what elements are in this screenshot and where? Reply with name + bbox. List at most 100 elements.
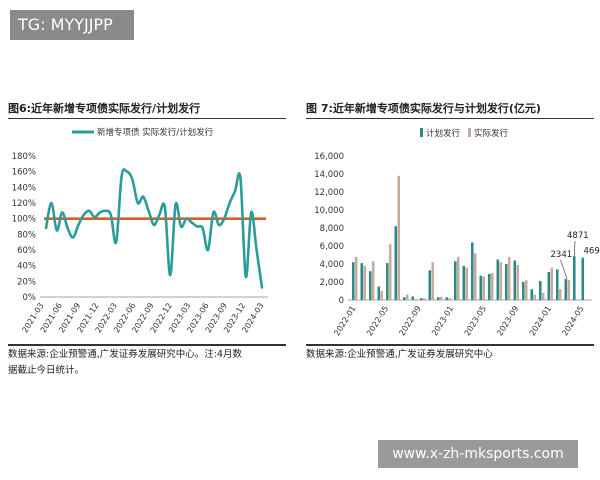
data-point <box>185 217 188 220</box>
bar-actual <box>567 280 570 300</box>
data-point <box>98 211 102 214</box>
legend-swatch-actual <box>468 128 471 137</box>
left-line-chart: 0%20%40%60%80%100%120%140%160%180%2021-0… <box>12 127 268 334</box>
bar-plan <box>564 278 568 300</box>
data-point <box>93 215 96 219</box>
data-point <box>109 213 113 216</box>
x-tick-label: 2022-09 <box>397 304 422 337</box>
legend-label-plan: 计划发行 <box>426 128 461 139</box>
bar-actual <box>499 262 502 300</box>
watermark-banner: TG: MYYJJPP <box>10 10 134 40</box>
bar-plan <box>437 297 440 300</box>
data-point <box>88 209 91 213</box>
data-point <box>233 190 237 193</box>
data-point <box>131 178 134 181</box>
x-tick-label: 2024-01 <box>528 304 553 337</box>
bar-actual <box>456 256 460 300</box>
bar-plan <box>581 257 585 300</box>
y-tick-label: 12,000 <box>314 188 344 198</box>
x-tick-label: 2023-09 <box>495 304 520 337</box>
data-point <box>223 217 226 220</box>
bar-actual <box>516 264 519 300</box>
y-tick-label: 10,000 <box>314 206 344 216</box>
bar-plan <box>513 260 517 300</box>
data-point <box>158 213 161 216</box>
data-label: 4871 <box>567 231 589 241</box>
annotation-leader <box>560 259 568 280</box>
bar-actual <box>439 296 443 300</box>
data-point <box>169 273 172 277</box>
y-tick-label: 8,000 <box>320 224 344 234</box>
data-point <box>55 229 58 232</box>
data-point <box>206 248 210 252</box>
bar-actual <box>524 280 528 300</box>
data-point <box>142 195 145 198</box>
bar-actual <box>380 291 383 300</box>
bar-plan <box>377 286 381 300</box>
left-bottom-rule <box>8 344 286 346</box>
bar-plan <box>573 256 576 300</box>
right-title-rule <box>306 118 594 119</box>
bar-actual <box>371 261 375 300</box>
data-point <box>120 175 123 178</box>
y-tick-label: 0% <box>23 293 37 303</box>
data-point <box>44 226 48 230</box>
data-point <box>147 209 150 213</box>
data-point <box>77 223 80 227</box>
bar-plan <box>505 264 508 300</box>
data-point <box>228 201 231 205</box>
left-title-rule <box>8 118 286 119</box>
y-tick-label: 14,000 <box>314 170 344 180</box>
bar-plan <box>403 297 406 300</box>
data-point <box>163 205 166 209</box>
bar-plan <box>420 298 423 300</box>
bar-plan <box>530 289 534 300</box>
x-tick-label: 2022-05 <box>365 304 390 337</box>
data-point <box>61 211 64 214</box>
bar-actual <box>431 262 434 300</box>
left-chart-title: 图6:近年新增专项债实际发行/计划发行 <box>8 102 201 115</box>
bar-plan <box>462 265 466 300</box>
data-point <box>201 226 204 230</box>
bar-actual <box>473 253 477 300</box>
bar-actual <box>533 294 536 300</box>
bar-plan <box>445 297 449 300</box>
footer-url-banner: www.x-zh-mksports.com <box>378 440 578 468</box>
data-point <box>179 225 183 228</box>
bar-actual <box>405 294 409 300</box>
y-tick-label: 60% <box>17 246 36 256</box>
bar-plan <box>428 270 432 300</box>
annotation-leader <box>573 241 576 257</box>
y-tick-label: 120% <box>12 199 36 209</box>
y-tick-label: 40% <box>17 262 36 272</box>
data-label: 4699 <box>584 247 600 257</box>
bar-plan <box>522 282 525 300</box>
bar-plan <box>547 272 551 300</box>
left-source-note-line2: 据截止今日统计。 <box>8 365 85 376</box>
data-point <box>152 223 156 227</box>
bar-plan <box>539 281 542 300</box>
y-tick-label: 20% <box>17 277 36 287</box>
data-point <box>212 211 215 214</box>
bar-actual <box>482 276 485 300</box>
bar-plan <box>454 261 457 300</box>
y-tick-label: 6,000 <box>320 242 344 252</box>
right-bar-chart: 0 2,000 4,000 6,000 8,000 10,000 12,000 14,000 1… <box>314 128 600 337</box>
bar-plan <box>386 263 389 300</box>
data-point <box>244 275 247 278</box>
bar-actual <box>414 299 417 300</box>
bar-plan <box>411 296 415 300</box>
data-point <box>136 201 139 205</box>
data-point <box>71 236 75 239</box>
y-tick-label: 80% <box>17 230 36 240</box>
data-point <box>104 209 107 213</box>
data-point <box>217 223 220 227</box>
data-point <box>190 221 193 224</box>
x-tick-label: 2023-01 <box>430 304 455 337</box>
data-point <box>196 225 199 228</box>
y-tick-label: 0 <box>339 296 344 306</box>
legend-label: 新增专项债 实际发行/计划发行 <box>97 127 214 138</box>
bar-actual <box>422 298 426 300</box>
bar-actual <box>541 292 545 300</box>
data-point <box>66 226 69 230</box>
